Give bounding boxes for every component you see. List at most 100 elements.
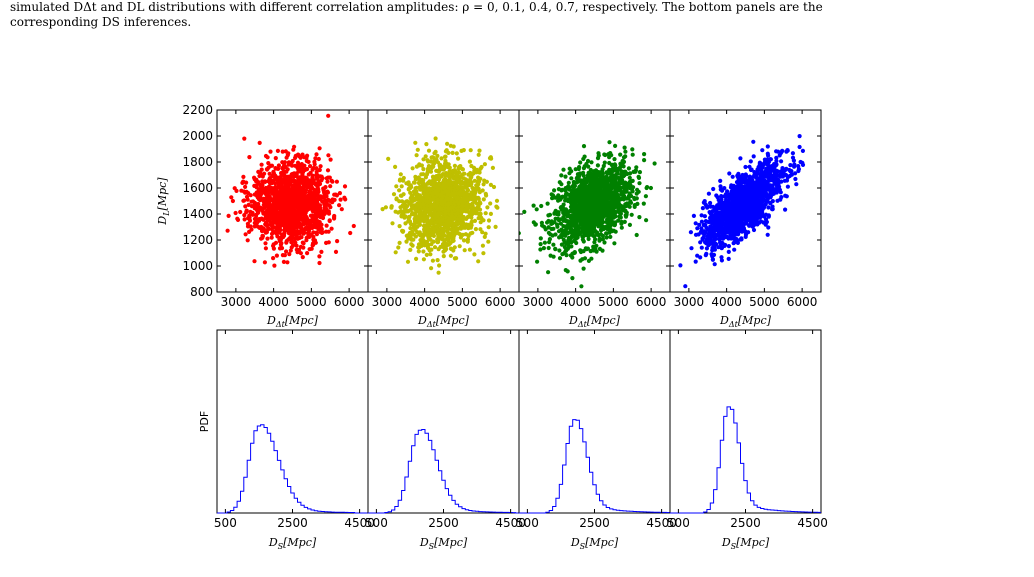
- scatter-point: [616, 218, 621, 223]
- scatter-point: [442, 179, 447, 184]
- scatter-point: [273, 156, 278, 161]
- scatter-point: [575, 208, 580, 213]
- scatter-point: [403, 221, 408, 226]
- scatter-point: [600, 169, 605, 174]
- scatter-point: [597, 190, 603, 195]
- scatter-point: [230, 198, 235, 204]
- scatter-point: [559, 242, 565, 247]
- scatter-point: [571, 228, 576, 233]
- scatter-point: [434, 176, 440, 181]
- scatter-point: [309, 190, 314, 196]
- scatter-point: [570, 190, 575, 195]
- scatter-point: [481, 182, 486, 187]
- scatter-point: [436, 232, 442, 237]
- scatter-point: [317, 254, 322, 259]
- scatter-point: [428, 252, 433, 257]
- scatter-point: [575, 180, 580, 185]
- scatter-point: [446, 181, 451, 186]
- scatter-point: [244, 210, 249, 215]
- scatter-point: [253, 222, 259, 227]
- scatter-point: [414, 215, 419, 221]
- scatter-point: [445, 141, 450, 146]
- scatter-point: [440, 190, 445, 195]
- scatter-point: [581, 191, 586, 196]
- scatter-point: [443, 206, 448, 211]
- scatter-point: [443, 154, 448, 159]
- scatter-point: [612, 199, 617, 204]
- scatter-point: [271, 243, 276, 248]
- scatter-point: [474, 183, 479, 188]
- scatter-point: [587, 227, 593, 232]
- scatter-point: [312, 159, 317, 164]
- scatter-point: [443, 248, 448, 253]
- scatter-point: [246, 191, 251, 196]
- scatter-point: [644, 185, 649, 191]
- scatter-point: [285, 212, 290, 217]
- scatter-point: [322, 192, 327, 197]
- scatter-point: [435, 258, 440, 263]
- scatter-point: [570, 204, 575, 209]
- scatter-point: [380, 207, 385, 212]
- scatter-point: [256, 169, 261, 174]
- scatter-point: [465, 187, 470, 192]
- scatter-point: [299, 206, 304, 211]
- scatter-point: [259, 236, 264, 241]
- scatter-point: [305, 251, 310, 256]
- scatter-point: [245, 197, 250, 202]
- scatter-point: [468, 209, 474, 214]
- scatter-point: [425, 227, 430, 232]
- scatter-point: [268, 212, 273, 217]
- scatter-point: [258, 205, 263, 210]
- scatter-point: [617, 197, 622, 202]
- scatter-point: [431, 230, 436, 235]
- scatter-point: [271, 256, 276, 261]
- scatter-point: [308, 184, 313, 189]
- scatter-point: [590, 248, 595, 253]
- scatter-point: [424, 142, 429, 147]
- scatter-point: [295, 229, 300, 234]
- scatter-point: [409, 197, 414, 202]
- scatter-point: [279, 241, 284, 246]
- scatter-point: [282, 160, 287, 165]
- scatter-point: [465, 237, 470, 242]
- scatter-point: [456, 156, 461, 161]
- scatter-point: [586, 258, 592, 263]
- scatter-point: [619, 177, 625, 182]
- scatter-point: [414, 153, 419, 158]
- scatter-point: [296, 214, 302, 219]
- scatter-point: [279, 192, 284, 197]
- scatter-point: [293, 240, 298, 245]
- scatter-point: [285, 187, 290, 192]
- scatter-point: [436, 270, 441, 275]
- scatter-point: [283, 181, 289, 187]
- scatter-point: [460, 219, 465, 224]
- scatter-point: [332, 215, 337, 220]
- scatter-point: [582, 164, 587, 169]
- scatter-point: [441, 254, 446, 259]
- scatter-point: [278, 237, 283, 242]
- scatter-point: [622, 145, 627, 150]
- scatter-point: [414, 192, 419, 197]
- scatter-point: [299, 191, 304, 196]
- scatter-point: [607, 155, 612, 160]
- scatter-point: [246, 202, 251, 207]
- scatter-point: [404, 199, 410, 204]
- scatter-point: [417, 218, 422, 223]
- scatter-point: [424, 193, 429, 198]
- scatter-point: [577, 231, 582, 236]
- scatter-point: [599, 179, 604, 184]
- scatter-point: [310, 194, 315, 199]
- scatter-point: [430, 258, 435, 263]
- scatter-point: [263, 241, 268, 246]
- scatter-point: [549, 226, 554, 232]
- scatter-point: [621, 164, 626, 169]
- scatter-point: [274, 225, 279, 230]
- scatter-point: [472, 191, 477, 196]
- scatter-point: [596, 224, 601, 229]
- scatter-point: [247, 215, 252, 220]
- scatter-point: [481, 197, 486, 202]
- scatter-point: [314, 230, 319, 235]
- scatter-point: [476, 152, 481, 157]
- scatter-point: [397, 178, 402, 183]
- scatter-point: [415, 230, 420, 235]
